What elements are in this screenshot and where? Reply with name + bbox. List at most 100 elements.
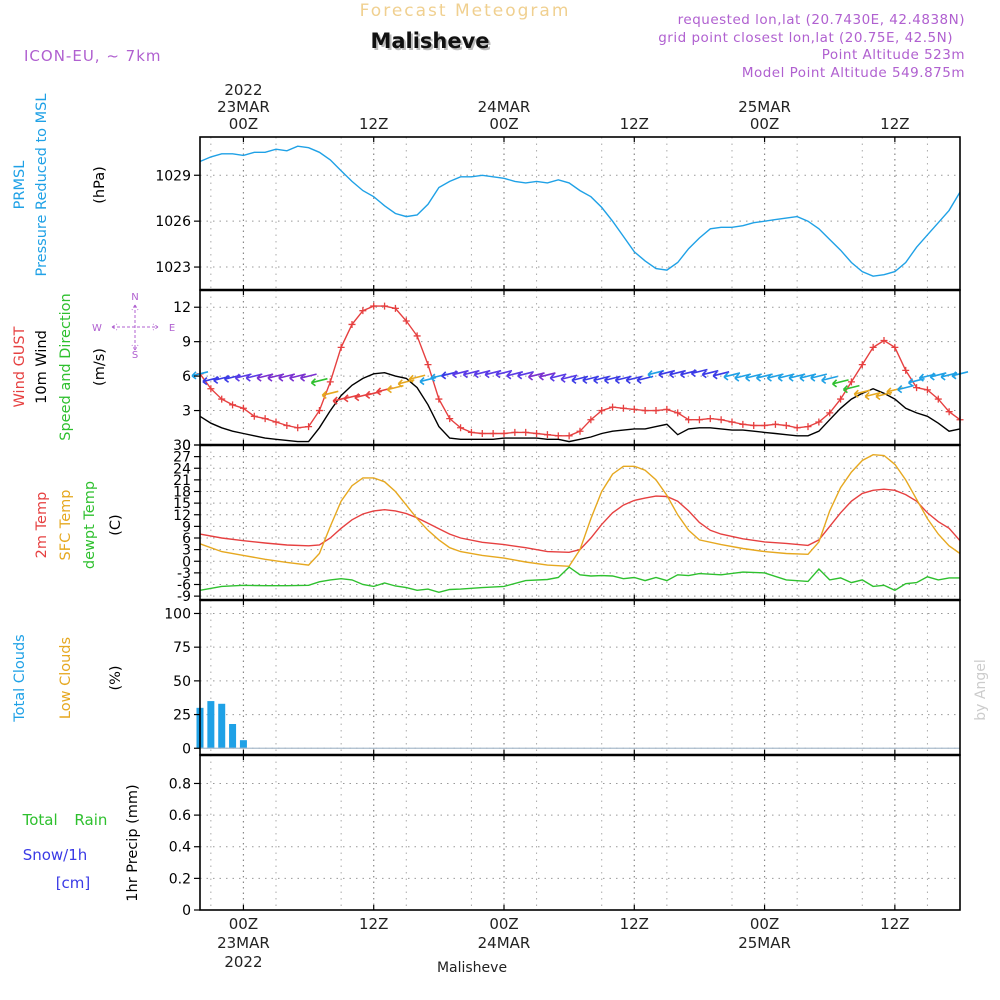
- wind-gust-marker: [880, 337, 888, 345]
- wind-gust-marker: [391, 304, 399, 312]
- wind-gust-marker: [478, 430, 486, 438]
- wind-gust-marker: [500, 430, 508, 438]
- wind-gust-marker: [576, 427, 584, 435]
- temperature-dewpt-temp-line: [199, 566, 960, 594]
- wind-gust-marker: [858, 361, 866, 369]
- pressure-axis-label: PRMSL: [12, 161, 28, 210]
- wind-gust-marker: [229, 401, 237, 409]
- wind-gust-marker: [457, 424, 465, 432]
- pressure-frame: [199, 136, 961, 291]
- wind-axis-label: Speed and Direction: [58, 293, 74, 440]
- temp-axis-label: 2m Temp: [34, 492, 50, 559]
- pressure-ytick-label: 1029: [155, 168, 191, 184]
- top-time-label: 23MAR: [217, 98, 270, 116]
- clouds-total-clouds-bar: [239, 740, 247, 749]
- axis-layer: 102310261029036912-9-6-30369121518212427…: [155, 136, 961, 919]
- clouds-frame: [199, 599, 961, 756]
- wind-wind-gust-line: [199, 305, 961, 437]
- bottom-time-label: 12Z: [620, 915, 649, 933]
- wind-direction-arrow: [810, 373, 828, 382]
- temperature-ytick-label: 24: [173, 461, 191, 477]
- wind-axis-label: (m/s): [92, 348, 108, 386]
- wind-direction-arrow: [495, 369, 513, 379]
- clouds-ytick-label: 75: [173, 640, 191, 656]
- temperature-frame: [199, 444, 961, 601]
- bottom-time-label: 2022: [224, 953, 262, 971]
- precip-ytick-label: 0: [182, 903, 191, 919]
- wind-axis-label: Wind GUST: [12, 326, 28, 407]
- wind-direction-arrow: [310, 377, 328, 387]
- top-time-label: 25MAR: [738, 98, 791, 116]
- wind-gust-marker: [750, 421, 758, 429]
- clouds-axis-label: Total Clouds: [12, 634, 28, 722]
- wind-gust-marker: [761, 421, 769, 429]
- wind-gust-marker: [630, 405, 638, 413]
- wind-axis-label: 10m Wind: [34, 330, 50, 404]
- wind-gust-marker: [652, 407, 660, 415]
- bottom-time-label: 00Z: [489, 915, 518, 933]
- wind-gust-marker: [348, 320, 356, 328]
- wind-direction-arrow: [690, 368, 708, 378]
- temperature-ytick-label: 18: [173, 485, 191, 501]
- compass-west: W: [92, 323, 102, 334]
- wind-gust-marker: [717, 416, 725, 424]
- wind-gust-marker: [435, 395, 443, 403]
- wind-gust-marker: [381, 302, 389, 310]
- top-time-label: 12Z: [359, 115, 388, 133]
- pressure-prmsl-line: [199, 145, 961, 277]
- temperature-ytick-label: -9: [177, 589, 191, 605]
- temperature-sfc-temp-line: [199, 453, 961, 568]
- clouds-ytick-label: 50: [173, 674, 191, 690]
- info-line-4: Model Point Altitude 549.875m: [742, 65, 965, 81]
- series-layer: [191, 145, 969, 749]
- precip-frame: [199, 754, 961, 911]
- precip-ytick-label: 0.8: [169, 776, 191, 792]
- wind-gust-marker: [902, 366, 910, 374]
- wind-gust-marker: [522, 428, 530, 436]
- wind-gust-marker: [565, 432, 573, 440]
- wind-gust-marker: [554, 432, 562, 440]
- info-line-1: requested lon,lat (20.7430E, 42.4838N): [678, 12, 965, 28]
- pressure-axis-label: (hPa): [92, 166, 108, 203]
- precip-ytick-label: 0.2: [169, 871, 191, 887]
- wind-frame: [199, 289, 961, 446]
- model-label: ICON-EU, ~ 7km: [24, 47, 162, 65]
- top-time-label: 00Z: [750, 115, 779, 133]
- top-time-label: 12Z: [880, 115, 909, 133]
- wind-gust-marker: [913, 384, 921, 392]
- wind-gust-marker: [533, 430, 541, 438]
- wind-gust-marker: [826, 409, 834, 417]
- credit-label: by Angel: [973, 659, 989, 720]
- wind-gust-marker: [739, 420, 747, 428]
- wind-gust-marker: [923, 386, 931, 394]
- wind-ytick-label: 6: [182, 369, 191, 385]
- wind-gust-marker: [728, 418, 736, 426]
- compass-east: E: [169, 323, 175, 334]
- top-time-label: 00Z: [489, 115, 518, 133]
- wind-gust-marker: [370, 302, 378, 310]
- temperature-2m-temp-line: [199, 488, 961, 554]
- wind-direction-arrow: [300, 373, 317, 382]
- wind-ytick-label: 0: [182, 438, 191, 454]
- temperature-ytick-label: 12: [173, 508, 191, 524]
- wind-direction-arrow: [321, 390, 339, 399]
- wind-ytick-label: 9: [182, 335, 191, 351]
- clouds-total-clouds-bar: [218, 703, 226, 749]
- bottom-time-label: 00Z: [750, 915, 779, 933]
- clouds-axis-label: Low Clouds: [58, 637, 74, 719]
- wind-direction-arrow: [560, 374, 578, 383]
- place-title: Malisheve: [370, 29, 489, 53]
- wind-direction-arrow: [701, 369, 719, 379]
- wind-gust-marker: [250, 412, 258, 420]
- wind-gust-marker: [837, 395, 845, 403]
- compass-arrows: [111, 304, 159, 351]
- wind-gust-marker: [771, 420, 779, 428]
- bottom-time-label: 25MAR: [738, 934, 791, 952]
- wind-gust-marker: [359, 307, 367, 315]
- temperature-ytick-label: 3: [182, 543, 191, 559]
- footer-place: Malisheve: [437, 960, 507, 976]
- bottom-time-label: 00Z: [229, 915, 258, 933]
- temp-axis-label: dewpt Temp: [82, 481, 98, 569]
